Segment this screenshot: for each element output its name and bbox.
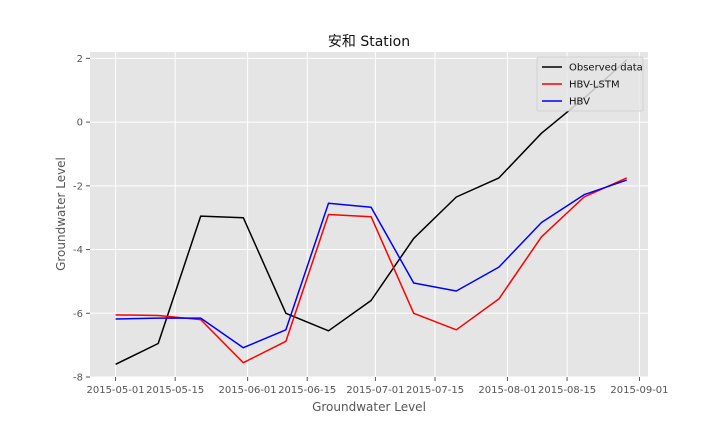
x-tick-label: 2015-06-01 — [219, 385, 277, 396]
series-line-hbv — [115, 179, 627, 349]
x-tick-label: 2015-09-01 — [610, 385, 668, 396]
x-tick-label: 2015-05-01 — [86, 385, 144, 396]
legend-box — [536, 56, 644, 112]
legend: Observed data HBV-LSTM HBV — [536, 56, 644, 112]
legend-label: HBV-LSTM — [569, 80, 620, 91]
y-tick-label: -6 — [73, 309, 83, 320]
x-tick-label: 2015-07-01 — [346, 385, 404, 396]
y-tick-label: 0 — [77, 118, 83, 129]
x-tick-label: 2015-08-15 — [538, 385, 596, 396]
y-tick-label: -4 — [73, 245, 83, 256]
series-lines — [115, 59, 628, 365]
x-tick-label: 2015-08-01 — [478, 385, 536, 396]
chart-title: 安和 Station — [328, 34, 410, 50]
x-axis-label: Groundwater Level — [312, 400, 426, 414]
series-line-observed-data — [115, 59, 628, 365]
x-axis-ticks: 2015-05-01 2015-05-15 2015-06-01 2015-06-15… — [86, 377, 669, 396]
legend-label: Observed data — [569, 63, 643, 74]
x-tick-label: 2015-07-15 — [406, 385, 464, 396]
y-axis-ticks: -8 -6 -4 -2 0 2 — [73, 54, 90, 384]
y-tick-label: 2 — [77, 54, 83, 65]
x-tick-label: 2015-05-15 — [146, 385, 204, 396]
x-tick-label: 2015-06-15 — [278, 385, 336, 396]
y-axis-label: Groundwater Level — [54, 157, 68, 271]
y-tick-label: -8 — [73, 373, 83, 384]
legend-label: HBV — [569, 97, 590, 108]
series-line-hbv-lstm — [115, 177, 628, 364]
y-tick-label: -2 — [73, 181, 83, 192]
